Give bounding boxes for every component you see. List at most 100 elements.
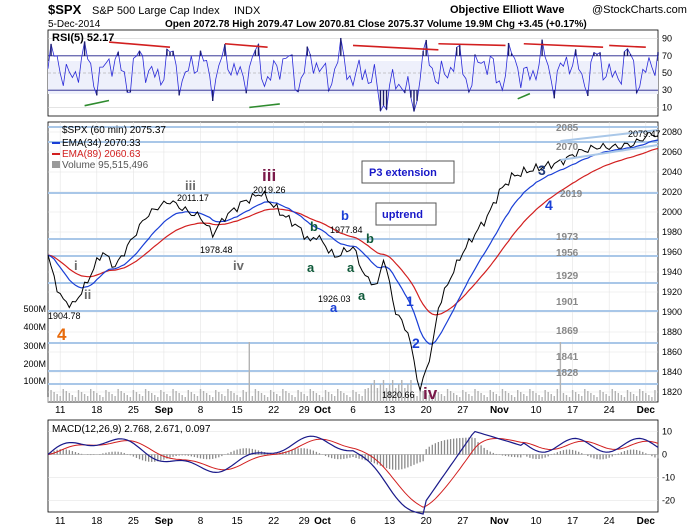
wave-label-a: a <box>347 260 355 275</box>
price-tick-label: 1860 <box>662 347 682 357</box>
rsi-tick-label: 30 <box>662 85 672 95</box>
price-label: 2019.26 <box>253 185 286 195</box>
level-label: 1973 <box>556 232 579 243</box>
wave-label-a: a <box>307 260 315 275</box>
level-label: 2019 <box>560 189 583 200</box>
x-axis-label: 15 <box>232 405 244 416</box>
price-tick-label: 1920 <box>662 287 682 297</box>
x-axis-label: 25 <box>128 405 140 416</box>
rsi-tick-label: 10 <box>662 102 672 112</box>
x-axis-label: 15 <box>232 516 244 527</box>
macd-tick-label: 10 <box>662 427 672 437</box>
price-tick-label: 1900 <box>662 307 682 317</box>
wave-label-b: b <box>341 208 349 223</box>
price-label: 2079.47 <box>628 129 661 139</box>
x-axis-label: 6 <box>350 516 356 527</box>
price-tick-label: 2080 <box>662 127 682 137</box>
p3-extension-box <box>361 160 455 184</box>
rsi-tick-label: 90 <box>662 34 672 44</box>
x-axis-label: Sep <box>155 405 173 416</box>
rsi-trendline <box>224 42 268 48</box>
price-tick-label: 1940 <box>662 267 682 277</box>
price-tick-label: 1960 <box>662 247 682 257</box>
x-axis-label: Nov <box>490 516 509 527</box>
x-axis-label: 17 <box>567 405 579 416</box>
price-tick-label: 1880 <box>662 327 682 337</box>
price-tick-label: 2000 <box>662 207 682 217</box>
x-axis-label: 18 <box>91 405 103 416</box>
macd-tick-label: -10 <box>662 473 675 483</box>
legend-volume: Volume 95,515,496 <box>62 160 149 171</box>
wave-label-a: a <box>358 288 366 303</box>
price-line <box>47 130 659 393</box>
level-label: 2085 <box>556 123 579 134</box>
rsi-trendline <box>438 42 506 47</box>
level-label: 1956 <box>556 248 579 259</box>
ema89-line <box>47 147 659 316</box>
x-axis-label: 8 <box>198 516 204 527</box>
wave-label-2: 2 <box>412 335 420 351</box>
legend-ema89: EMA(89) 2060.63 <box>62 149 141 160</box>
macd-tick-label: -20 <box>662 496 675 506</box>
level-label: 1901 <box>556 297 579 308</box>
rsi-trendline <box>517 92 531 100</box>
chart-ohlc: Open 2072.78 High 2079.47 Low 2070.81 Cl… <box>165 19 587 30</box>
price-legend: $SPX (60 min) 2075.37 EMA(34) 2070.33 EM… <box>52 125 166 171</box>
x-axis-label: 13 <box>384 405 396 416</box>
volume-tick-label: 400M <box>23 322 46 332</box>
volume-tick-label: 500M <box>23 304 46 314</box>
x-axis-label: 20 <box>421 405 433 416</box>
price-tick-label: 1980 <box>662 227 682 237</box>
rsi-band <box>48 61 658 94</box>
level-label: 2070 <box>556 142 579 153</box>
p3-extension-label: P3 extension <box>369 167 437 179</box>
price-tick-label: 1840 <box>662 367 682 377</box>
wave-label-i: i <box>74 258 78 273</box>
wave-label-iv-big: iv <box>423 384 438 403</box>
macd-line <box>47 430 659 515</box>
wave-label-1: 1 <box>406 293 414 309</box>
x-axis-label: 29 <box>299 405 311 416</box>
wave-labels: 4 i ii iii iv iii iv a b a b a b a 1 2 3… <box>57 162 553 403</box>
channel-line <box>560 144 659 161</box>
x-axis-label: 11 <box>55 516 66 527</box>
price-label: 1904.78 <box>48 311 81 321</box>
x-axis-label: 29 <box>299 516 311 527</box>
rsi-trendline <box>352 44 439 51</box>
price-tick-label: 2040 <box>662 167 682 177</box>
x-axis-label: Dec <box>637 405 656 416</box>
rsi-trendline <box>609 44 646 48</box>
price-tick-label: 1820 <box>662 387 682 397</box>
price-tick-label: 2060 <box>662 147 682 157</box>
rsi-line <box>47 37 659 113</box>
x-axis-label: 25 <box>128 516 140 527</box>
rsi-trendline <box>249 103 280 109</box>
chart-copyright: @StockCharts.com <box>592 4 687 16</box>
wave-label-iii-small: iii <box>185 178 196 193</box>
wave-label-b: b <box>366 231 374 246</box>
level-labels: 2085 2070 2019 1973 1956 1929 1901 1869 … <box>556 123 583 379</box>
wave-label-4: 4 <box>57 325 67 344</box>
price-labels: 1904.78 2011.17 1978.48 2019.26 1977.84 … <box>48 129 661 400</box>
macd-label: MACD(12,26,9) 2.768, 2.671, 0.097 <box>52 424 211 435</box>
rsi-label: RSI(5) 52.17 <box>52 32 114 44</box>
wave-label-b: b <box>310 219 318 234</box>
volume-tick-label: 200M <box>23 359 46 369</box>
wave-label-iii-big: iii <box>262 166 276 185</box>
wave-label-ii: ii <box>84 287 91 302</box>
level-label: 1929 <box>556 271 579 282</box>
chart-exchange: INDX <box>234 5 261 17</box>
x-axis-label: Nov <box>490 405 509 416</box>
x-axis-label: 17 <box>567 516 579 527</box>
chart-symbol: $SPX <box>48 2 82 17</box>
x-axis-label: Sep <box>155 516 173 527</box>
legend-volume-swatch <box>52 161 60 168</box>
rsi-trendline <box>523 42 604 48</box>
macd-tick-label: 0 <box>662 450 667 460</box>
channel-line <box>560 129 659 142</box>
rsi-tick-label: 70 <box>662 51 672 61</box>
price-label: 1926.03 <box>318 294 351 304</box>
uptrend-label: uptrend <box>382 209 423 221</box>
x-axis-label: 24 <box>604 405 616 416</box>
